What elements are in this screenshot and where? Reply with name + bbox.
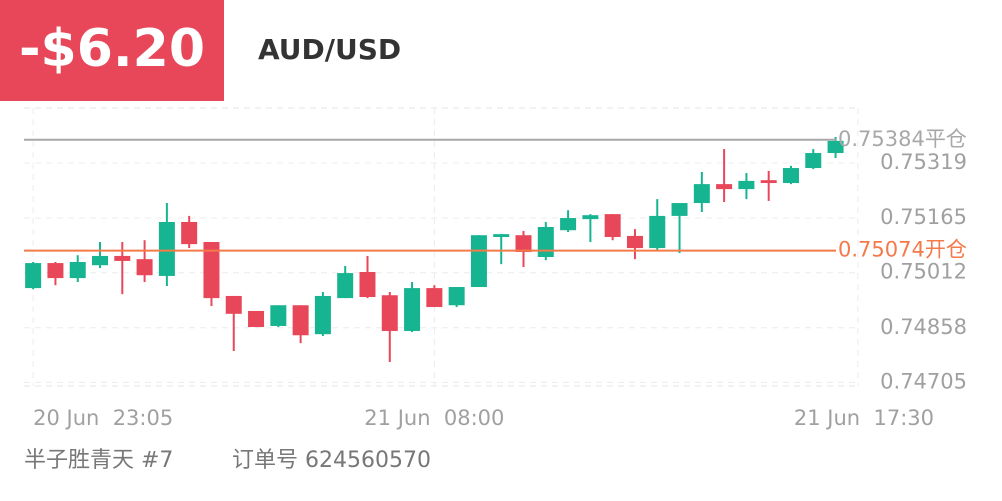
candle-body bbox=[716, 184, 733, 190]
chart-title: AUD/USD bbox=[258, 33, 401, 66]
candle-body bbox=[649, 215, 666, 249]
y-tick-label: 0.75319 bbox=[880, 150, 967, 174]
candle-body bbox=[693, 184, 710, 204]
candle-body bbox=[582, 215, 599, 220]
y-tick-label: 0.74858 bbox=[880, 315, 967, 339]
x-tick-label: 21 Jun 17:30 bbox=[794, 406, 934, 430]
candle-body bbox=[359, 272, 376, 298]
candle-body bbox=[25, 263, 42, 289]
candle-body bbox=[448, 287, 465, 306]
candle-body bbox=[314, 295, 331, 335]
candle-body bbox=[92, 255, 109, 266]
price-line-label: 0.75074开仓 bbox=[838, 238, 967, 262]
candle-body bbox=[69, 262, 86, 279]
candle-body bbox=[136, 259, 153, 276]
candle-body bbox=[626, 235, 643, 249]
candle-body bbox=[404, 288, 421, 331]
candle-body bbox=[248, 310, 265, 328]
candle-body bbox=[270, 305, 287, 326]
candle-body bbox=[493, 234, 510, 237]
candle-body bbox=[805, 153, 822, 169]
candle-body bbox=[381, 295, 398, 331]
candle-body bbox=[337, 273, 354, 299]
pnl-badge bbox=[0, 0, 224, 101]
candle-body bbox=[114, 255, 131, 261]
candle-body bbox=[560, 218, 577, 231]
x-tick-label: 20 Jun 23:05 bbox=[33, 406, 173, 430]
candle-body bbox=[604, 214, 621, 237]
candle-body bbox=[671, 203, 688, 216]
candle-body bbox=[782, 168, 799, 184]
pnl: -$6.20 bbox=[19, 19, 205, 79]
candle-body bbox=[181, 221, 198, 245]
candle-body bbox=[537, 226, 554, 258]
candle-body bbox=[225, 295, 242, 314]
candle-body bbox=[738, 180, 755, 190]
y-tick-label: 0.75165 bbox=[880, 205, 967, 229]
candle-body bbox=[827, 140, 844, 154]
candle-body bbox=[470, 235, 487, 288]
candle-body bbox=[47, 263, 64, 279]
y-tick-label: 0.75012 bbox=[880, 260, 967, 284]
candle-body bbox=[158, 221, 175, 276]
order-number: 订单号 624560570 bbox=[232, 448, 431, 473]
candle-body bbox=[292, 305, 309, 336]
candle-body bbox=[760, 180, 777, 184]
candle-body bbox=[203, 241, 220, 299]
account-name: 半子胜青天 #7 bbox=[24, 448, 173, 473]
price-line-label: 0.75384平仓 bbox=[838, 127, 967, 151]
x-tick-label: 21 Jun 08:00 bbox=[364, 406, 504, 430]
candle-body bbox=[515, 235, 532, 253]
candle-body bbox=[426, 288, 443, 308]
y-tick-label: 0.74705 bbox=[880, 369, 967, 393]
